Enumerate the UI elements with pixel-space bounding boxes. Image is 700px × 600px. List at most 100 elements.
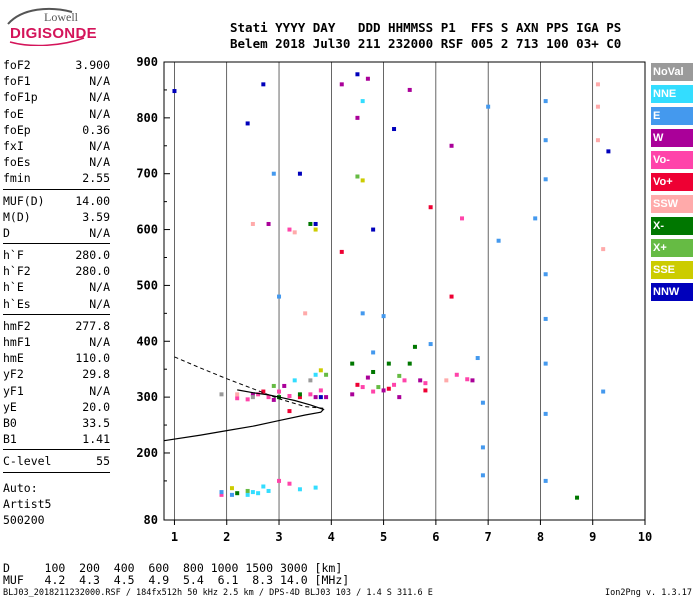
echo-mark	[392, 127, 397, 132]
echo-mark	[313, 372, 318, 377]
electron-density-profile	[163, 389, 325, 442]
echo-mark	[475, 356, 480, 361]
echo-mark	[355, 72, 360, 77]
echo-mark	[250, 490, 255, 495]
auto-label: Auto:	[3, 481, 38, 495]
echo-mark	[428, 205, 433, 210]
param-value: 110.0	[75, 351, 110, 366]
echo-mark	[261, 484, 266, 489]
echo-mark	[318, 388, 323, 393]
x-tick-label: 5	[380, 530, 387, 544]
echo-mark	[282, 383, 287, 388]
y-tick-label: 80	[144, 513, 158, 527]
param-value: 20.0	[82, 399, 110, 414]
param-value: N/A	[89, 225, 110, 240]
legend-item: X-	[651, 217, 693, 235]
echo-mark	[235, 396, 240, 401]
echo-mark	[256, 392, 261, 397]
separator	[3, 188, 110, 192]
param-row: h`E N/A	[3, 280, 110, 296]
echo-mark	[543, 411, 548, 416]
param-key: foF1	[3, 74, 31, 89]
param-value: 0.36	[82, 122, 110, 137]
param-key: hmF2	[3, 318, 31, 333]
echo-mark	[318, 368, 323, 373]
param-value: N/A	[89, 296, 110, 311]
echo-mark	[480, 473, 485, 478]
echo-mark	[256, 491, 261, 496]
legend-item: SSE	[651, 261, 693, 279]
echo-mark	[423, 388, 428, 393]
echo-mark	[381, 388, 386, 393]
echo-mark	[470, 378, 475, 383]
param-value: N/A	[89, 335, 110, 349]
param-row: M(D) 3.59	[3, 210, 110, 226]
topside-extrapolation	[174, 356, 324, 409]
echo-mark	[486, 104, 491, 109]
param-value: 14.00	[75, 193, 110, 208]
legend-item: NoVal	[651, 63, 693, 81]
param-key: foF1p	[3, 90, 38, 105]
echo-mark	[172, 89, 177, 94]
auto-version: 500200	[3, 513, 45, 527]
echo-mark	[371, 369, 376, 374]
param-row: yF2 29.8	[3, 367, 110, 383]
echo-mark	[245, 397, 250, 402]
header-values-row: Belem 2018 Jul30 211 232000 RSF 005 2 71…	[230, 36, 622, 51]
auto-software: Artist5	[3, 497, 52, 511]
echo-mark	[543, 272, 548, 277]
echo-mark	[266, 221, 271, 226]
param-row: B0 33.5	[3, 416, 110, 432]
param-row: yE 20.0	[3, 400, 110, 416]
legend-item: E	[651, 107, 693, 125]
echo-mark	[292, 230, 297, 235]
echo-mark	[308, 392, 313, 397]
echo-mark	[350, 361, 355, 366]
param-value: N/A	[89, 90, 110, 105]
param-value: N/A	[89, 74, 110, 89]
echo-mark	[365, 76, 370, 81]
param-row: C-level 55	[3, 454, 110, 470]
polarization-legend: NoVal NNE E W Vo- Vo+ SSW X- X+ SSE NNW	[651, 63, 693, 305]
echo-mark	[245, 121, 250, 126]
echo-mark	[308, 378, 313, 383]
echo-mark	[418, 378, 423, 383]
logo-swoosh-icon	[7, 7, 85, 46]
echo-mark	[297, 395, 302, 400]
param-row: foEs N/A	[3, 155, 110, 171]
echo-mark	[533, 216, 538, 221]
logo-lowell-text: Lowell	[44, 10, 78, 24]
param-row: foF1p N/A	[3, 90, 110, 106]
param-value: N/A	[89, 383, 110, 398]
echo-mark	[308, 221, 313, 226]
param-key: hmF1	[3, 335, 31, 349]
param-row: B1 1.41	[3, 432, 110, 448]
param-row: yF1 N/A	[3, 384, 110, 400]
param-row: hmE 110.0	[3, 351, 110, 367]
d-distance-row: D 100 200 400 600 800 1000 1500 3000 [km…	[3, 561, 343, 575]
echo-mark	[277, 478, 282, 483]
param-key: foE	[3, 106, 24, 121]
param-value: 280.0	[75, 264, 110, 279]
echo-mark	[460, 216, 465, 221]
echo-mark	[219, 490, 224, 495]
y-tick-label: 300	[136, 390, 158, 404]
param-key: h`F2	[3, 264, 31, 279]
x-tick-label: 6	[432, 530, 439, 544]
echo-mark	[392, 382, 397, 387]
echo-mark	[480, 445, 485, 450]
echo-mark	[287, 481, 292, 486]
echo-mark	[277, 389, 282, 394]
file-info: BLJ03_2018211232000.RSF / 184fx512h 50 k…	[3, 588, 433, 598]
echo-mark	[360, 385, 365, 390]
x-tick-label: 10	[638, 530, 652, 544]
param-key: fxI	[3, 138, 24, 153]
param-value: 29.8	[82, 367, 110, 382]
x-tick-label: 8	[537, 530, 544, 544]
echo-mark	[360, 99, 365, 104]
param-key: h`F	[3, 248, 24, 263]
header-labels-row: Stati YYYY DAY DDD HHMMSS P1 FFS S AXN P…	[230, 20, 622, 35]
echo-mark	[261, 82, 266, 87]
x-tick-label: 9	[589, 530, 596, 544]
param-value: 3.59	[82, 209, 110, 224]
